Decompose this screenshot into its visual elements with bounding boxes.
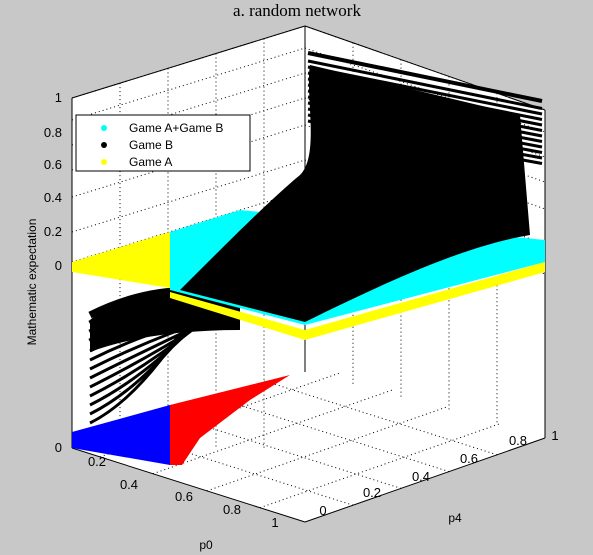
data-mark [307, 83, 543, 132]
data-mark [307, 95, 543, 143]
floor-region-blue [72, 405, 170, 465]
z-tick-label: 0 [55, 440, 62, 455]
legend: Game A+Game B Game B Game A [75, 114, 251, 172]
legend-entry-game-a: Game A [101, 155, 172, 169]
legend-marker-yellow [101, 159, 107, 165]
floor-region-red [170, 375, 290, 465]
gridline [71, 47, 306, 121]
data-mark [89, 335, 180, 425]
series-game-a-surface [72, 232, 170, 288]
data-mark [307, 51, 543, 103]
legend-marker-cyan [101, 125, 107, 131]
y-tick-label: 0.4 [412, 469, 430, 484]
gridline [71, 159, 306, 233]
legend-label: Game A [129, 155, 172, 169]
x-tick-label: 1 [271, 515, 278, 530]
x-axis-label: p0 [199, 538, 213, 552]
legend-label: Game A+Game B [129, 121, 223, 135]
z-tick-label: 0.6 [44, 157, 62, 172]
z-tick-label: 0.2 [44, 224, 62, 239]
tick-labels: 1 0.8 0.6 0.4 0.2 0 0 0.2 0.4 0.6 0.8 1 0 0.2 0.4 0.6 0.… [44, 90, 559, 530]
gridline [71, 189, 306, 263]
z-tick-label: 0.8 [44, 125, 62, 140]
legend-marker-black [101, 142, 107, 148]
legend-entry-game-b: Game B [101, 138, 173, 152]
data-mark [307, 77, 543, 127]
floor-projection [72, 375, 290, 465]
legend-label: Game B [129, 138, 173, 152]
data-mark [307, 101, 543, 149]
plot-area: Game A+Game B Game B Game A 1 0.8 0.6 0.4 0.… [25, 25, 559, 552]
gridline [167, 413, 402, 489]
series-game-a-surface-right [170, 262, 545, 340]
data-mark [307, 71, 543, 121]
data-mark [307, 113, 543, 160]
data-mark [307, 119, 543, 165]
data-mark [307, 65, 543, 116]
data-mark [307, 89, 543, 138]
gridline [263, 380, 498, 456]
data-mark [307, 59, 543, 110]
data-mark [89, 332, 186, 416]
y-axis-label: p4 [448, 511, 462, 525]
data-mark [307, 107, 543, 154]
x-tick-label: 0.2 [88, 454, 106, 469]
x-tick-label: 0.6 [175, 489, 193, 504]
x-tick-label: 0.4 [120, 477, 138, 492]
y-tick-label: 0.8 [509, 433, 527, 448]
gridline [119, 430, 354, 506]
y-tick-label: 0.2 [363, 485, 381, 500]
y-tick-label: 0 [319, 503, 326, 518]
y-tick-label: 1 [551, 428, 558, 443]
y-tick-label: 0.6 [460, 451, 478, 466]
z-tick-label: 0 [55, 258, 62, 273]
z-tick-label: 1 [55, 90, 62, 105]
z-tick-label: 0.4 [44, 190, 62, 205]
gridline [71, 124, 306, 198]
legend-entry-game-a-plus-b: Game A+Game B [101, 121, 223, 135]
series-game-b-upper [180, 51, 543, 322]
gridline [215, 397, 450, 473]
x-tick-label: 0.8 [223, 502, 241, 517]
z-axis-label: Mathematic expectation [25, 219, 39, 346]
chart-title: a. random network [233, 1, 361, 20]
